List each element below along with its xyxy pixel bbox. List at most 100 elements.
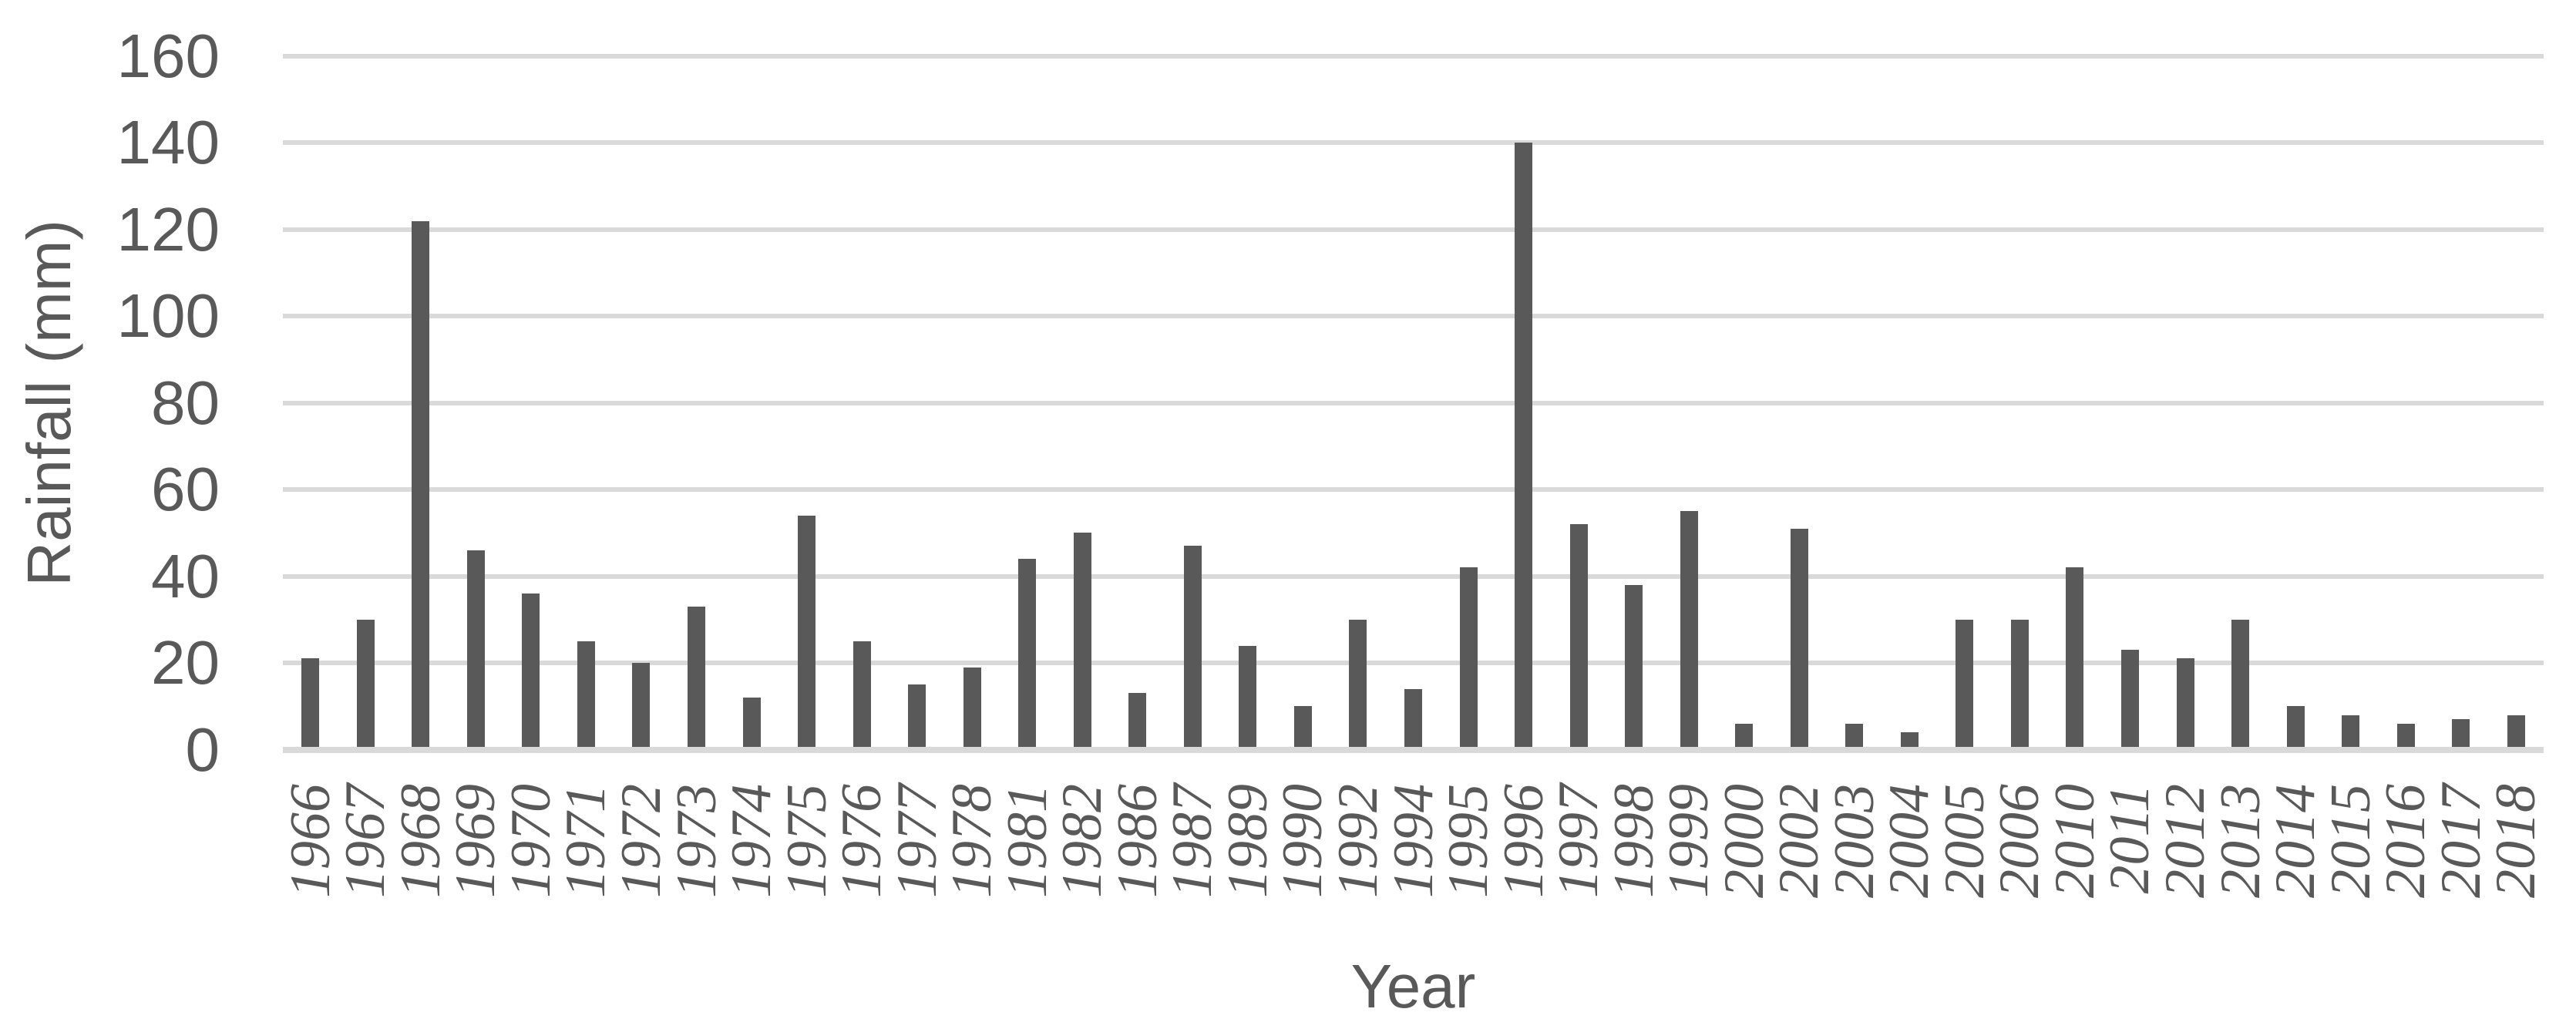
x-tick-label-1969: 1969 [444, 784, 508, 898]
bar-1982 [1073, 533, 1091, 753]
x-tick-label-1975: 1975 [775, 784, 839, 898]
bar-1972 [632, 663, 651, 753]
x-tick-label-2012: 2012 [2154, 784, 2217, 898]
bar-1976 [853, 641, 871, 753]
bar-1994 [1404, 688, 1422, 753]
x-tick-label-1971: 1971 [554, 784, 618, 898]
bar-1977 [908, 684, 926, 753]
x-tick-label-1967: 1967 [334, 784, 398, 898]
x-tick-label-2014: 2014 [2264, 784, 2328, 898]
gridline-y-140 [283, 140, 2544, 146]
bar-1967 [356, 619, 375, 753]
x-tick-label-1976: 1976 [830, 784, 894, 898]
bar-1981 [1018, 559, 1037, 753]
x-axis-title: Year [1350, 952, 1476, 1021]
bar-1973 [688, 606, 706, 753]
y-tick-label: 140 [116, 108, 220, 177]
bar-1999 [1680, 511, 1698, 753]
x-tick-label-1992: 1992 [1326, 784, 1390, 898]
bar-1966 [301, 658, 320, 753]
bar-1998 [1625, 584, 1643, 753]
y-tick-label: 160 [116, 22, 220, 90]
x-tick-label-1986: 1986 [1105, 784, 1169, 898]
x-tick-label-1978: 1978 [940, 784, 1004, 898]
x-tick-label-1968: 1968 [388, 784, 452, 898]
x-tick-label-1990: 1990 [1271, 784, 1335, 898]
bar-1997 [1569, 524, 1588, 753]
bar-1975 [798, 515, 816, 753]
x-tick-label-1973: 1973 [664, 784, 728, 898]
x-tick-label-2003: 2003 [1822, 784, 1886, 898]
x-tick-label-2016: 2016 [2374, 784, 2438, 898]
bar-1987 [1183, 546, 1202, 753]
bar-2003 [1845, 723, 1864, 753]
x-tick-label-1996: 1996 [1491, 784, 1555, 898]
bar-2002 [1790, 528, 1808, 753]
bar-1978 [963, 667, 981, 753]
gridline-y-160 [283, 54, 2544, 59]
gridline-y-40 [283, 573, 2544, 579]
bar-2015 [2342, 715, 2360, 753]
x-tick-label-2015: 2015 [2319, 784, 2383, 898]
gridline-y-80 [283, 400, 2544, 405]
x-tick-label-2005: 2005 [1932, 784, 1996, 898]
x-tick-label-2006: 2006 [1988, 784, 2052, 898]
x-tick-label-1999: 1999 [1657, 784, 1721, 898]
bar-2010 [2066, 567, 2084, 753]
bar-1992 [1349, 619, 1367, 753]
y-tick-label: 40 [151, 541, 220, 610]
bar-1974 [742, 698, 761, 753]
bar-1986 [1128, 693, 1147, 753]
bar-2012 [2176, 658, 2194, 753]
bar-2017 [2452, 719, 2470, 753]
x-tick-label-1995: 1995 [1437, 784, 1501, 898]
bar-2013 [2231, 619, 2250, 753]
bar-1968 [412, 220, 430, 753]
bar-1970 [522, 594, 540, 753]
bar-1990 [1293, 706, 1312, 753]
x-tick-label-1994: 1994 [1381, 784, 1445, 898]
bar-2018 [2507, 715, 2525, 753]
bar-2000 [1735, 723, 1754, 753]
x-tick-label-1987: 1987 [1161, 784, 1225, 898]
gridline-y-20 [283, 661, 2544, 666]
x-tick-label-2010: 2010 [2043, 784, 2107, 898]
x-tick-label-1966: 1966 [278, 784, 342, 898]
y-tick-label: 120 [116, 194, 220, 264]
x-tick-label-2002: 2002 [1767, 784, 1831, 898]
bar-1995 [1459, 567, 1478, 753]
x-tick-label-1977: 1977 [885, 784, 949, 898]
x-tick-label-1972: 1972 [609, 784, 673, 898]
x-tick-label-2017: 2017 [2429, 784, 2493, 898]
x-tick-label-2018: 2018 [2484, 784, 2548, 898]
y-tick-label: 0 [185, 715, 220, 784]
gridline-y-120 [283, 227, 2544, 232]
bar-1996 [1515, 143, 1533, 753]
y-tick-label: 80 [151, 368, 220, 437]
y-tick-label: 20 [151, 628, 220, 698]
bar-2016 [2396, 723, 2415, 753]
x-tick-label-1997: 1997 [1547, 784, 1611, 898]
gridline-y-60 [283, 487, 2544, 493]
bar-2011 [2120, 650, 2139, 753]
y-tick-label: 100 [116, 281, 220, 351]
bar-1971 [577, 641, 595, 753]
x-tick-label-2000: 2000 [1712, 784, 1776, 898]
x-tick-label-2004: 2004 [1878, 784, 1942, 898]
x-tick-label-1982: 1982 [1051, 784, 1115, 898]
gridline-y-100 [283, 314, 2544, 319]
x-axis-line [283, 747, 2544, 753]
x-tick-label-1974: 1974 [720, 784, 784, 898]
x-tick-label-2013: 2013 [2208, 784, 2272, 898]
bar-2005 [1956, 619, 1974, 753]
bar-2006 [2010, 619, 2029, 753]
x-tick-label-1989: 1989 [1216, 784, 1280, 898]
y-tick-label: 60 [151, 455, 220, 524]
x-tick-label-2011: 2011 [2098, 784, 2162, 894]
x-tick-label-1998: 1998 [1602, 784, 1666, 898]
x-tick-label-1970: 1970 [499, 784, 563, 898]
bar-2014 [2286, 706, 2305, 753]
bar-1989 [1239, 645, 1257, 753]
bar-1969 [466, 550, 485, 753]
